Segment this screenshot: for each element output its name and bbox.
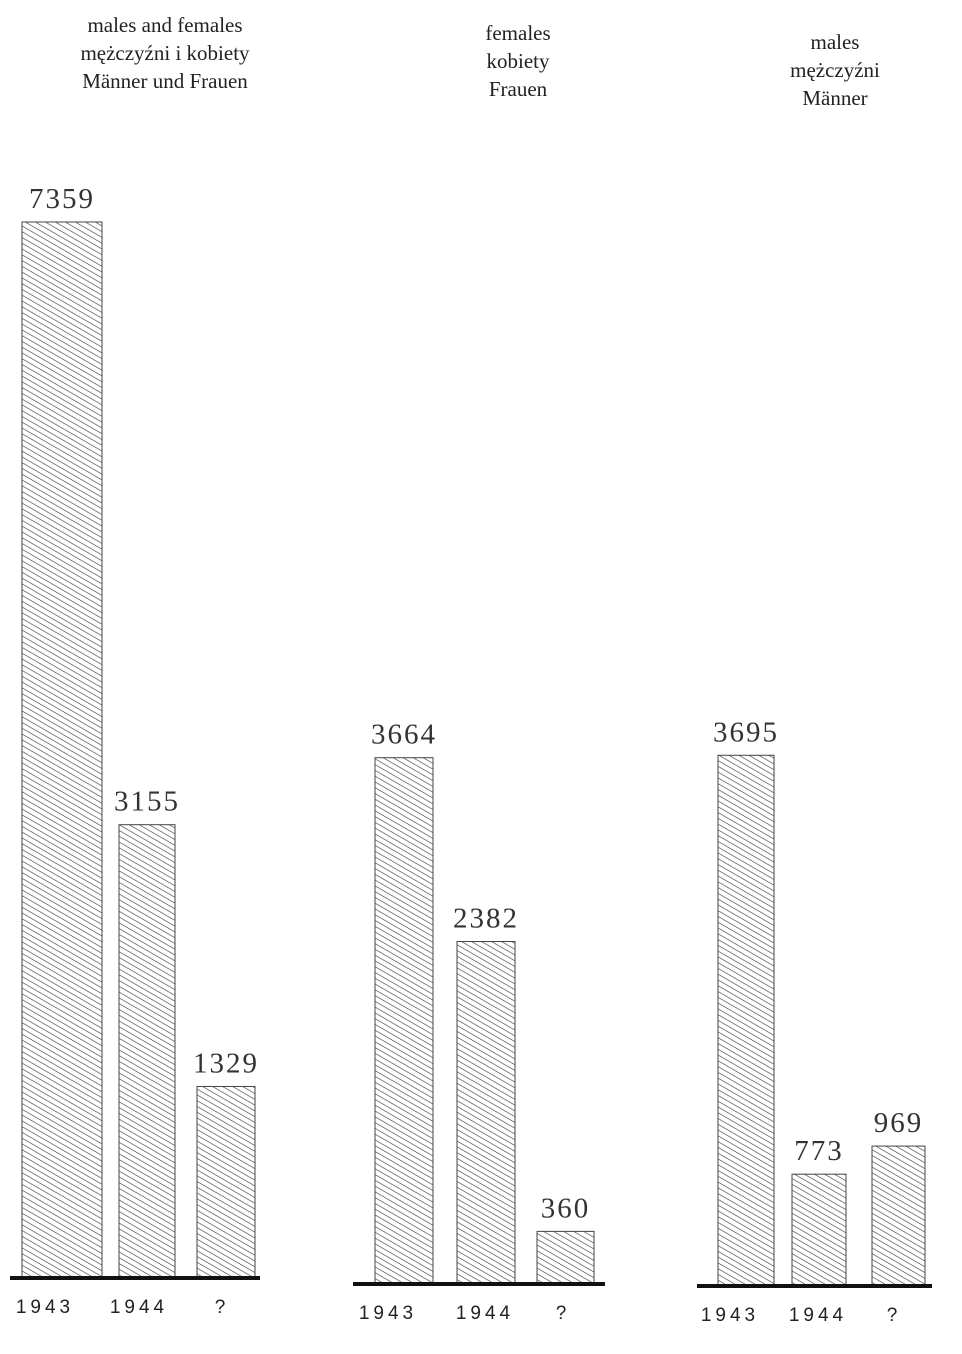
x-tick-label: 1944 <box>456 1303 514 1324</box>
x-tick-label: ? <box>887 1305 902 1326</box>
bar <box>536 1230 595 1284</box>
value-label: 2382 <box>453 903 519 935</box>
chart-title: males <box>811 30 860 54</box>
chart-title: Frauen <box>489 77 548 101</box>
chart-title: mężczyźni <box>790 58 880 82</box>
chart-title: Männer und Frauen <box>82 69 248 93</box>
chart-title: males and females <box>87 13 242 37</box>
value-label: 3664 <box>371 719 437 751</box>
x-tick-label: 1943 <box>359 1303 417 1324</box>
chart-title: kobiety <box>487 49 550 73</box>
x-tick-label: ? <box>556 1303 571 1324</box>
x-tick-label: 1943 <box>701 1305 759 1326</box>
value-label: 773 <box>794 1135 844 1167</box>
chart-title: Männer <box>802 86 867 110</box>
x-tick-label: ? <box>215 1297 230 1318</box>
bar <box>21 221 103 1278</box>
x-tick-label: 1943 <box>16 1297 74 1318</box>
bar <box>456 941 516 1284</box>
bar <box>374 757 434 1284</box>
value-label: 3155 <box>114 786 180 818</box>
x-tick-label: 1944 <box>789 1305 847 1326</box>
bar <box>717 754 775 1286</box>
bar <box>196 1085 256 1278</box>
panel: males mężczyźni Männer 3695 1943 773 1944 969? <box>697 30 932 1326</box>
value-label: 3695 <box>713 716 779 748</box>
value-label: 360 <box>541 1192 591 1224</box>
chart-title: mężczyźni i kobiety <box>80 41 250 65</box>
value-label: 1329 <box>193 1047 259 1079</box>
panel: males and females mężczyźni i kobiety Männ… <box>10 13 260 1318</box>
chart-title: females <box>485 21 550 45</box>
x-tick-label: 1944 <box>110 1297 168 1318</box>
panel: females kobiety Frauen 3664 1943 2382 1944 360? <box>353 21 605 1324</box>
bar <box>791 1173 847 1286</box>
value-label: 7359 <box>29 183 95 215</box>
bar <box>871 1145 926 1286</box>
value-label: 969 <box>874 1107 924 1139</box>
bar <box>118 824 176 1278</box>
